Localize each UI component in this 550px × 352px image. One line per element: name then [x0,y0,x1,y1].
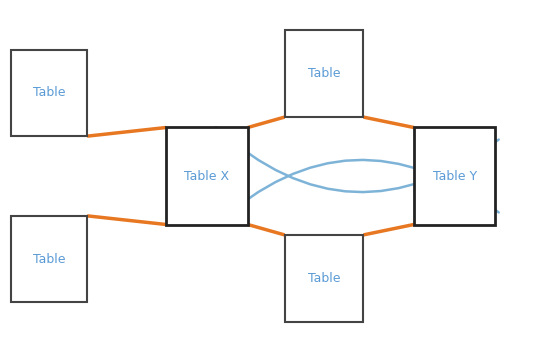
Text: Table: Table [33,253,65,266]
Bar [166,127,248,225]
Bar [284,235,364,321]
Text: Table: Table [308,272,340,285]
Bar [414,127,496,225]
Text: Table Y: Table Y [433,170,477,182]
Text: Table: Table [33,86,65,99]
Text: Table X: Table X [184,170,229,182]
Bar [11,216,87,302]
Text: Table: Table [308,67,340,80]
Bar [11,50,87,136]
Bar [284,31,364,117]
